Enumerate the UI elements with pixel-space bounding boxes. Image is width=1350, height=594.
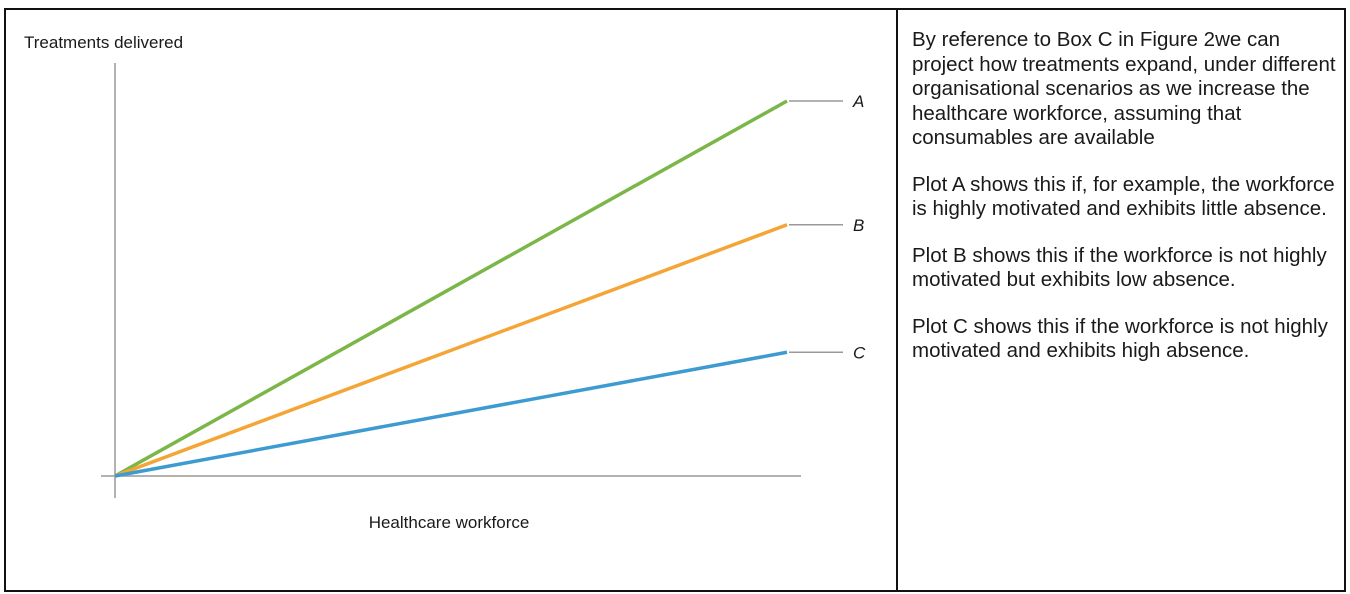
line-chart: Treatments delivered Healthcare workforc… [24, 33, 866, 532]
intro-paragraph: By reference to Box C in Figure 2we can … [912, 28, 1336, 149]
series-label-a: A [852, 92, 864, 111]
series-label-b: B [853, 216, 864, 235]
plot-b-paragraph: Plot B shows this if the workforce is no… [912, 243, 1327, 292]
plot-a-paragraph: Plot A shows this if, for example, the w… [912, 172, 1335, 221]
panel-divider [896, 8, 898, 592]
series-line-b [114, 223, 788, 478]
x-axis-label: Healthcare workforce [369, 513, 530, 532]
y-axis-label: Treatments delivered [24, 33, 183, 52]
chart-panel: Treatments delivered Healthcare workforc… [6, 10, 896, 590]
plot-c-paragraph: Plot C shows this if the workforce is no… [912, 314, 1328, 363]
series-line-a [114, 99, 788, 478]
figure-frame [4, 8, 1346, 592]
description-panel: By reference to Box C in Figure 2we can … [912, 28, 1344, 386]
series-label-c: C [853, 343, 866, 362]
series-line-c [114, 350, 788, 478]
series-group: A B C [114, 92, 866, 478]
